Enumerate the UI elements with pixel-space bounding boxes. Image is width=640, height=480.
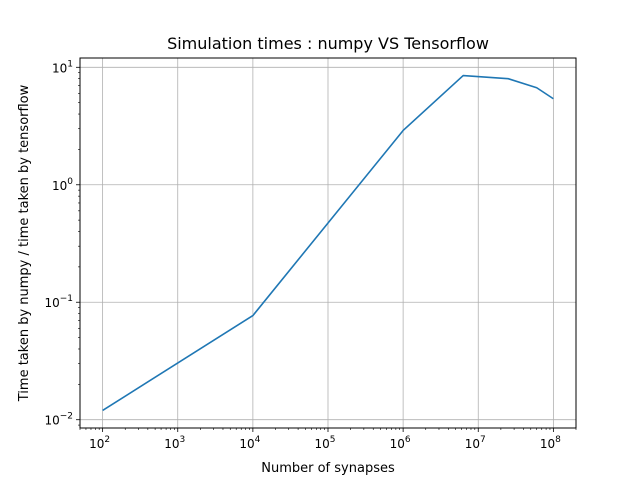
series-line	[102, 74, 554, 412]
y-axis-label: Time taken by numpy / time taken by tens…	[17, 84, 32, 402]
chart-title: Simulation times : numpy VS Tensorflow	[167, 34, 489, 53]
x-tick-label: 107	[465, 435, 486, 451]
x-tick-label: 103	[164, 435, 185, 451]
grid-lines	[80, 58, 576, 428]
series-layer	[102, 74, 554, 412]
x-tick-label: 108	[540, 435, 561, 451]
x-tick-label: 106	[390, 435, 411, 451]
x-tick-label: 102	[89, 435, 110, 451]
y-axis-ticks: 10−2 10−1 100 101	[44, 59, 80, 428]
y-tick-label: 101	[52, 59, 73, 75]
x-tick-label: 104	[239, 435, 260, 451]
x-tick-label: 105	[314, 435, 335, 451]
x-axis-label: Number of synapses	[261, 461, 395, 476]
y-tick-label: 100	[52, 177, 73, 193]
y-tick-label: 10−1	[44, 294, 73, 310]
y-tick-label: 10−2	[44, 412, 73, 428]
x-axis-ticks: 102 103 104 105 106 107 108	[89, 428, 561, 451]
